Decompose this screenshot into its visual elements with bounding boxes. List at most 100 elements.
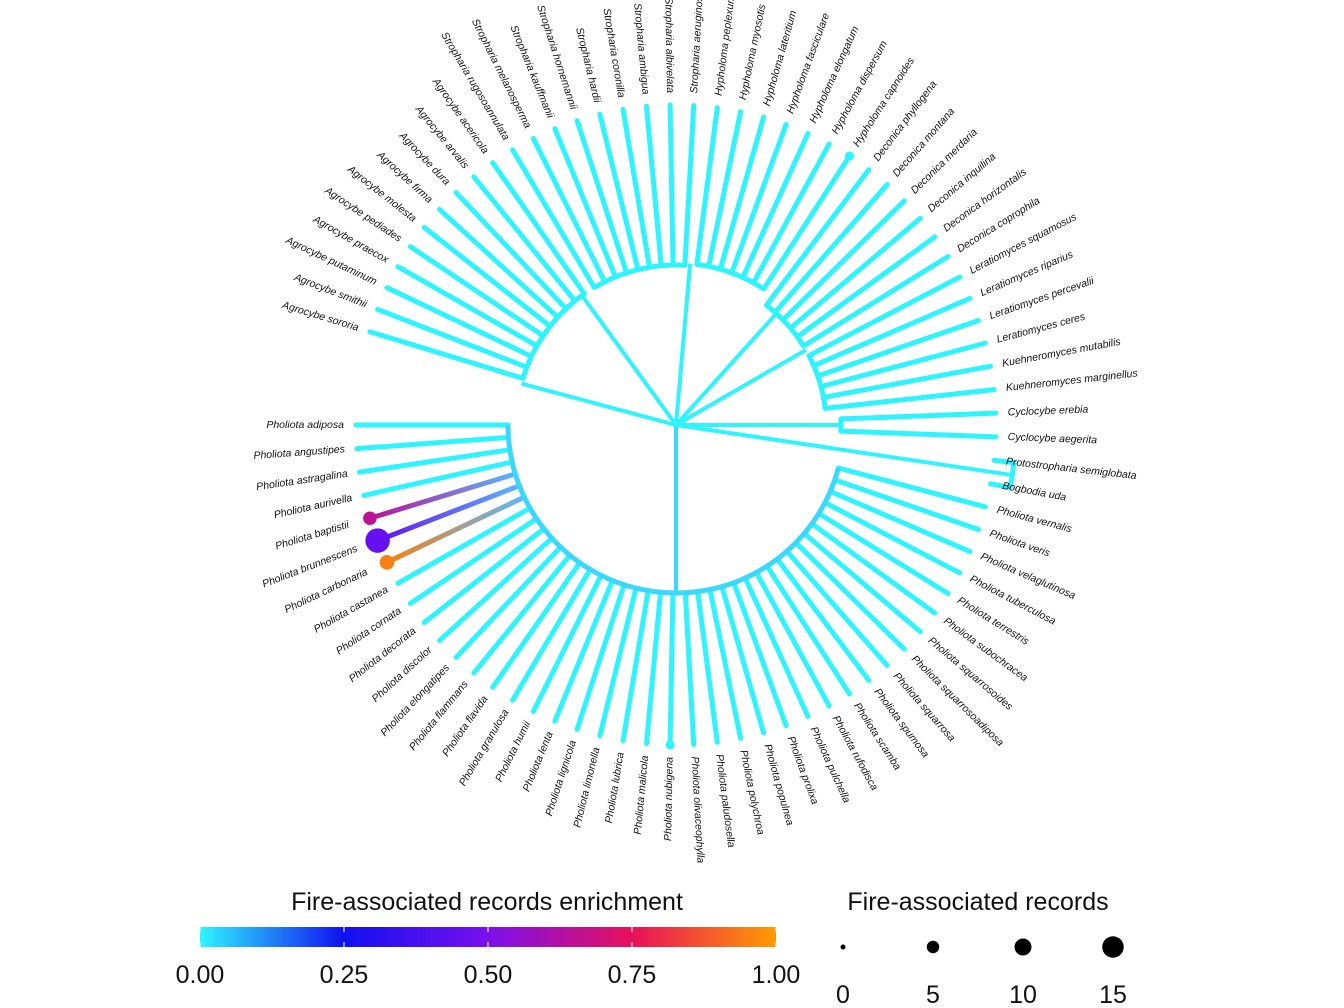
branch-14 (510, 566, 593, 703)
tip-point-5 (365, 528, 390, 553)
tip-point-21 (665, 740, 675, 750)
tip-label-51: Deconica horizontalis (941, 166, 1029, 235)
branch-12 (471, 552, 573, 676)
branch-44 (822, 387, 997, 411)
clade-stem-4 (674, 312, 778, 427)
branch-17 (574, 582, 627, 732)
clade-stem-5 (674, 263, 693, 426)
branch-20 (643, 589, 663, 747)
branch-18 (597, 585, 639, 739)
tip-label-40: Bogbodia uda (1001, 480, 1067, 504)
branch-6 (384, 494, 527, 565)
branch-81 (367, 329, 526, 381)
tip-label-4: Pholiota baptistii (274, 519, 351, 553)
clade-stem-6 (580, 294, 678, 427)
tip-label-20: Pholiota malicola (632, 755, 651, 835)
tip-point-4 (363, 511, 377, 525)
tip-label-18: Pholiota limonella (571, 746, 602, 829)
size-legend-label-0: 0 (836, 981, 850, 1008)
branch-59 (729, 122, 789, 276)
branch-68 (574, 118, 630, 276)
branch-47 (815, 318, 981, 379)
clade-arc-7 (520, 291, 586, 380)
tip-label-24: Pholiota polychroa (737, 749, 766, 836)
branch-1 (354, 434, 511, 452)
branch-42 (838, 428, 999, 440)
tip-points (363, 151, 855, 750)
branch-43 (838, 410, 999, 422)
tip-label-3: Pholiota aurivella (273, 492, 354, 521)
branch-74 (453, 190, 569, 312)
branch-46 (818, 340, 988, 390)
tip-label-19: Pholiota lubrica (603, 751, 627, 824)
branch-63 (682, 102, 697, 268)
size-legend-label-2: 10 (1009, 981, 1037, 1008)
branch-13 (490, 560, 583, 690)
color-legend-tick-label-3: 0.75 (608, 961, 657, 989)
branch-78 (395, 264, 540, 349)
tip-label-45: Kuehneromyces mutabilis (1001, 336, 1122, 370)
branch-8 (407, 516, 540, 606)
size-legend-label-1: 5 (926, 981, 940, 1008)
branch-62 (694, 105, 720, 267)
branch-54 (772, 182, 890, 315)
color-legend-ticks: 0.00 0.25 0.50 0.75 1.00 (176, 927, 800, 989)
branch-49 (806, 274, 963, 359)
clade-stem-1 (675, 423, 1013, 478)
tip-label-56: Hypholoma capnoides (851, 55, 918, 149)
branch-34 (809, 521, 938, 616)
branch-75 (437, 206, 561, 320)
branch-23 (695, 589, 720, 745)
size-legend-keys: 0 5 10 15 (836, 936, 1127, 1008)
tip-label-42: Cyclocybe aegerita (1008, 431, 1098, 446)
tip-label-49: Leratiomyces squamosus (968, 211, 1080, 277)
branch-22 (682, 590, 697, 748)
tip-label-39: Pholiota vernalis (995, 504, 1073, 536)
clade-arc-6 (593, 262, 686, 290)
branch-70 (530, 136, 608, 285)
branch-51 (794, 234, 938, 340)
branch-65 (643, 103, 664, 269)
size-legend-label-3: 15 (1099, 981, 1127, 1008)
tip-label-55: Deconica phyllogena (871, 78, 939, 163)
branch-77 (407, 244, 546, 339)
color-legend-tick-label-0: 0.00 (176, 961, 225, 989)
branch-55 (763, 167, 872, 308)
branch-31 (784, 548, 890, 668)
color-legend: Fire-associated records enrichment 0.00 0… (176, 888, 801, 989)
tip-label-31: Pholiota squarrosa (891, 670, 958, 744)
branch-21 (667, 590, 676, 748)
tip-label-23: Pholiota paludosella (713, 753, 737, 848)
branch-72 (490, 160, 587, 297)
branch-39 (835, 465, 988, 510)
branch-41 (991, 457, 1017, 466)
size-legend-key-0 (840, 944, 846, 950)
branch-45 (820, 363, 994, 400)
size-legend-title: Fire-associated records (847, 888, 1108, 916)
branch-38 (832, 477, 981, 532)
clade-stem-3 (674, 348, 807, 427)
clade-arc-4 (764, 303, 806, 348)
branch-57 (751, 141, 832, 286)
branch-80 (375, 306, 530, 370)
tip-label-44: Kuehneromyces marginellus (1005, 367, 1139, 394)
branch-71 (510, 147, 597, 290)
branch-60 (717, 114, 767, 272)
tip-label-0: Pholiota adiposa (266, 419, 344, 431)
size-legend-key-2 (1014, 938, 1032, 956)
tip-label-65: Stropharia ambigua (631, 3, 651, 96)
branch-33 (801, 531, 923, 635)
branch-9 (421, 526, 547, 626)
branch-64 (667, 102, 676, 268)
tip-label-21: Pholiota nubigena (662, 757, 676, 841)
branch-69 (552, 126, 618, 280)
branch-67 (597, 111, 641, 273)
branch-26 (731, 580, 789, 728)
tip-label-34: Pholiota subochracea (941, 615, 1030, 684)
branch-16 (552, 578, 615, 724)
tip-label-64: Stropharia albivelata (662, 0, 676, 93)
clade-stem-7 (520, 381, 677, 427)
branch-40 (988, 481, 1013, 490)
tip-label-70: Stropharia melanosperma (469, 17, 534, 131)
